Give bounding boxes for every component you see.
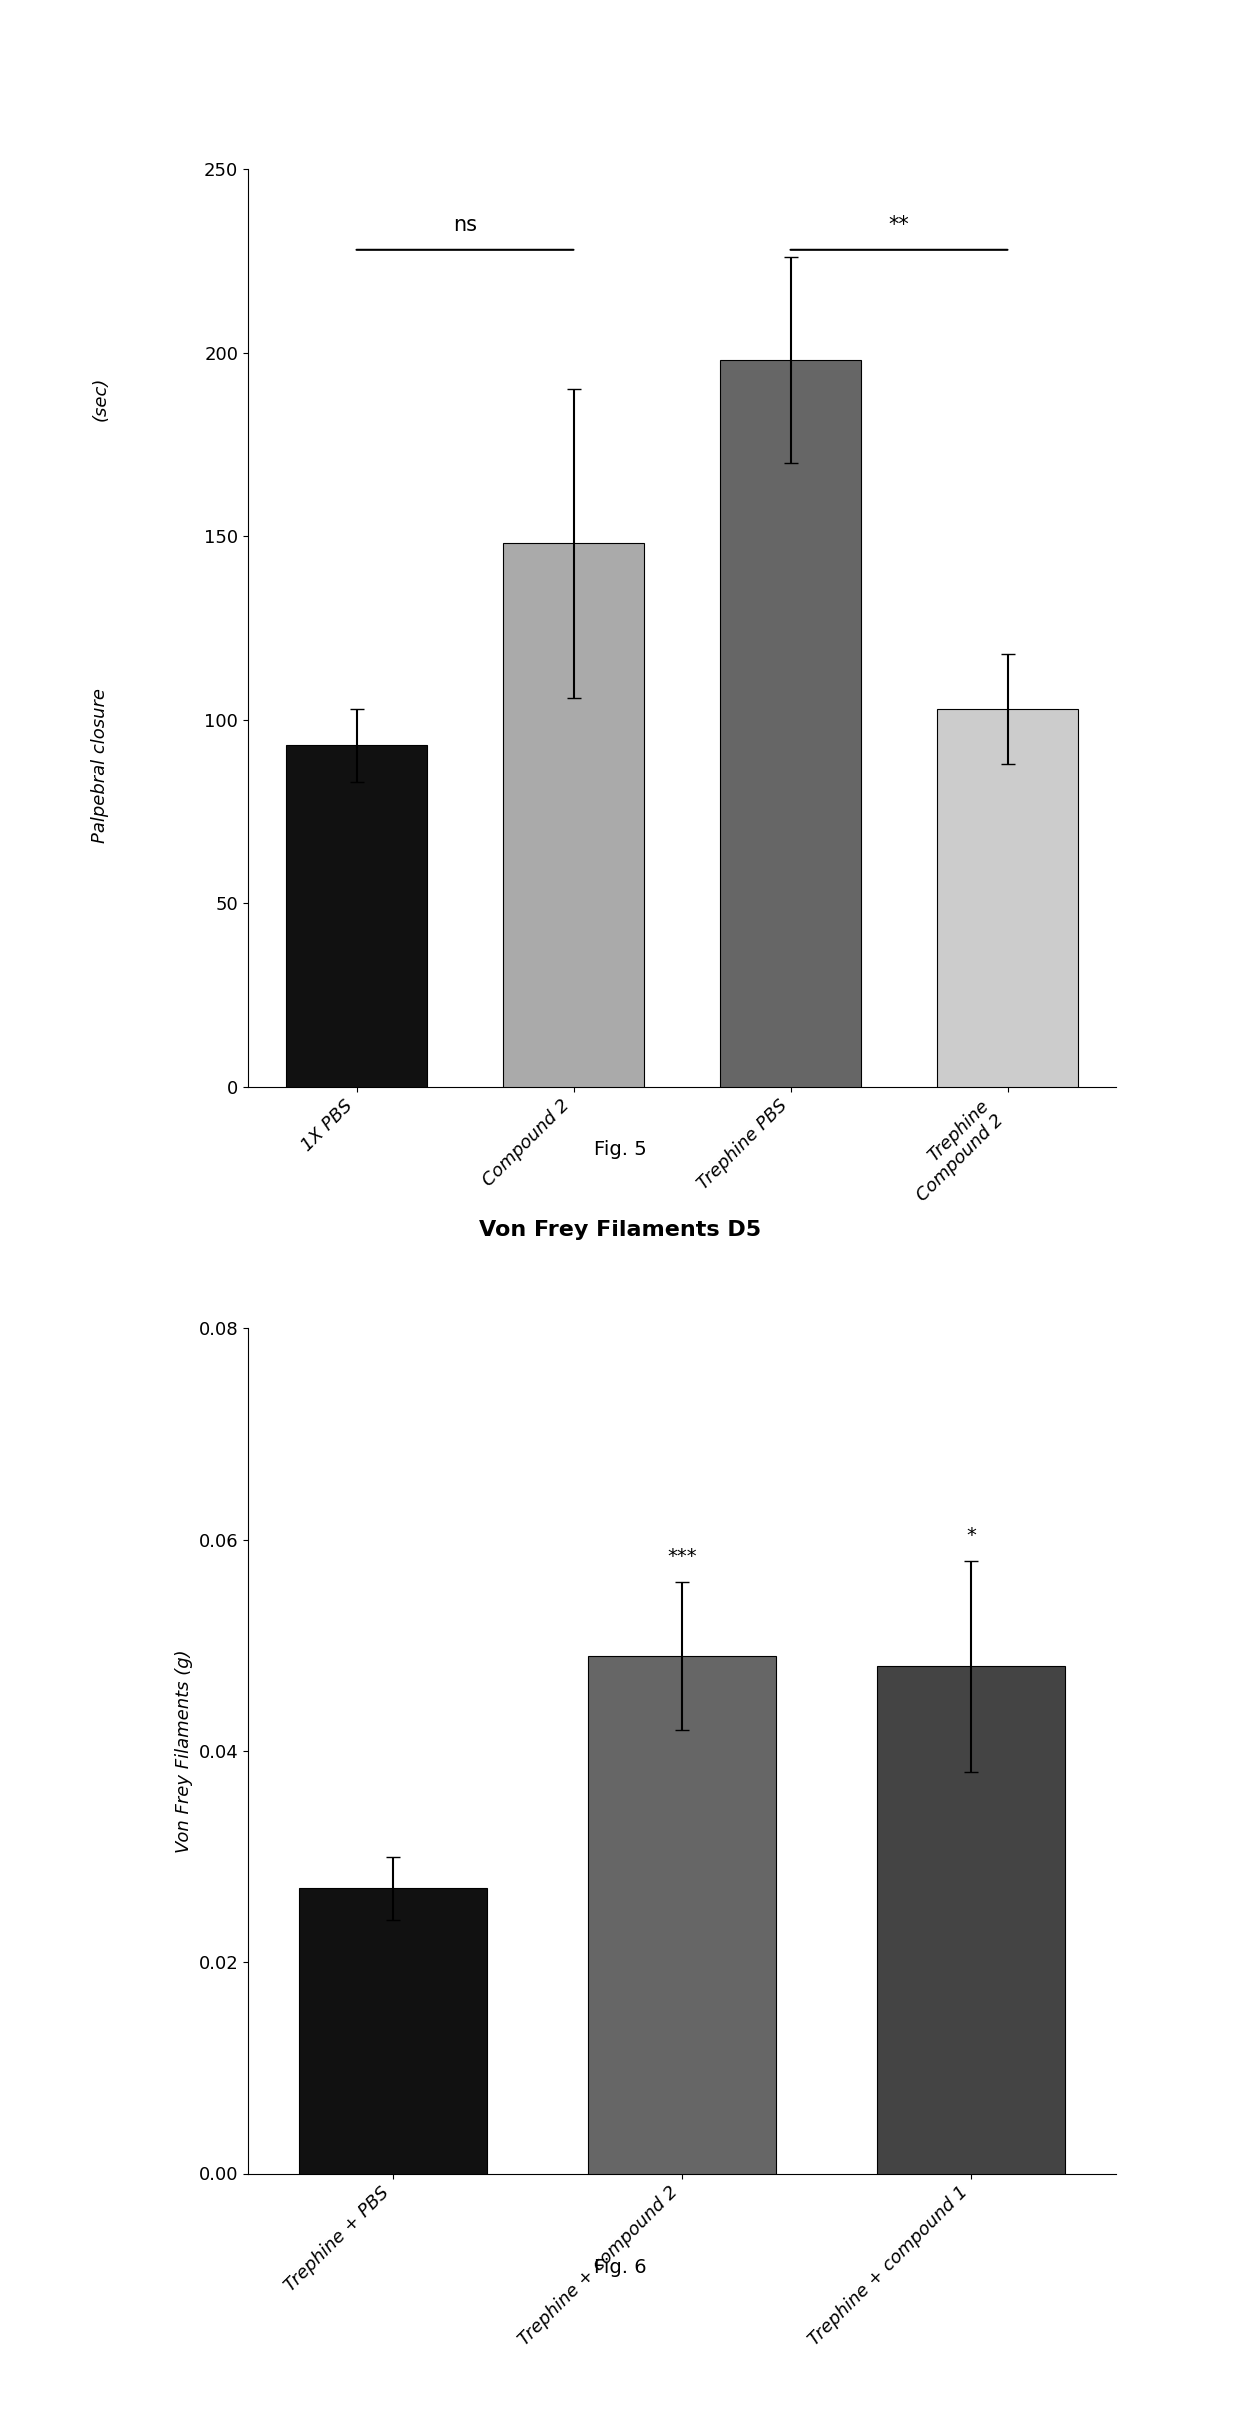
Bar — [286, 746, 427, 1087]
Text: Fig. 6: Fig. 6 — [594, 2258, 646, 2277]
Bar — [878, 1666, 1065, 2174]
Text: Palpebral closure: Palpebral closure — [92, 688, 109, 843]
Bar — [720, 360, 861, 1087]
Text: Fig. 5: Fig. 5 — [594, 1140, 646, 1159]
Text: Von Frey Filaments D5: Von Frey Filaments D5 — [479, 1220, 761, 1239]
Text: (sec): (sec) — [92, 377, 109, 420]
Text: *: * — [966, 1526, 976, 1546]
Text: **: ** — [889, 215, 909, 234]
Bar — [937, 708, 1078, 1087]
Bar — [588, 1657, 776, 2174]
Bar — [299, 1889, 486, 2174]
Bar — [503, 543, 644, 1087]
Text: ***: *** — [667, 1548, 697, 1565]
Y-axis label: Von Frey Filaments (g): Von Frey Filaments (g) — [175, 1649, 193, 1852]
Text: ns: ns — [453, 215, 477, 234]
